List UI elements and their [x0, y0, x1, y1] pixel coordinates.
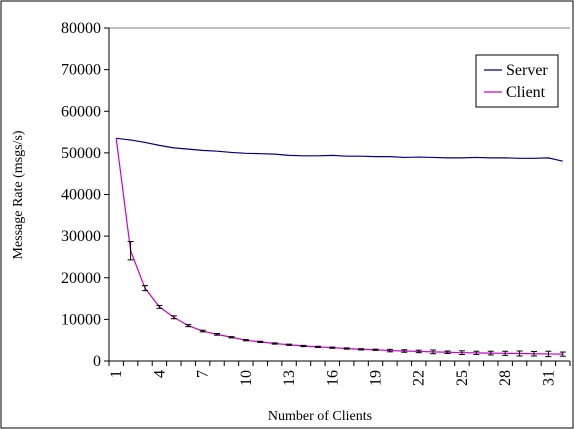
x-tick-label: 31	[540, 370, 557, 386]
x-tick-label: 28	[497, 370, 514, 386]
x-tick-label: 19	[368, 370, 385, 386]
y-tick-label: 10000	[61, 311, 101, 328]
legend-label-server: Server	[506, 62, 548, 79]
x-tick-label: 10	[238, 370, 255, 386]
y-tick-label: 30000	[61, 228, 101, 245]
legend-box	[475, 54, 559, 108]
y-tick-label: 50000	[61, 145, 101, 162]
x-tick-label: 7	[195, 370, 212, 378]
x-axis-label: Number of Clients	[268, 409, 372, 424]
series-line-client	[115, 138, 563, 355]
y-tick-label: 20000	[61, 270, 101, 287]
y-tick-label: 40000	[61, 187, 101, 204]
x-tick-label: 16	[324, 370, 341, 386]
x-tick-label: 4	[151, 370, 168, 378]
x-tick-label: 1	[108, 370, 125, 378]
y-tick-label: 0	[93, 353, 101, 370]
legend-label-client: Client	[506, 84, 546, 101]
series-line-server	[116, 137, 563, 162]
y-tick-label: 60000	[61, 103, 101, 120]
y-tick-label: 70000	[61, 62, 101, 79]
x-tick-label: 13	[281, 370, 298, 386]
x-tick-label: 22	[411, 370, 428, 386]
y-tick-label: 80000	[61, 20, 101, 37]
x-tick-label: 25	[454, 370, 471, 386]
y-axis-label: Message Rate (msgs/s)	[11, 130, 26, 259]
